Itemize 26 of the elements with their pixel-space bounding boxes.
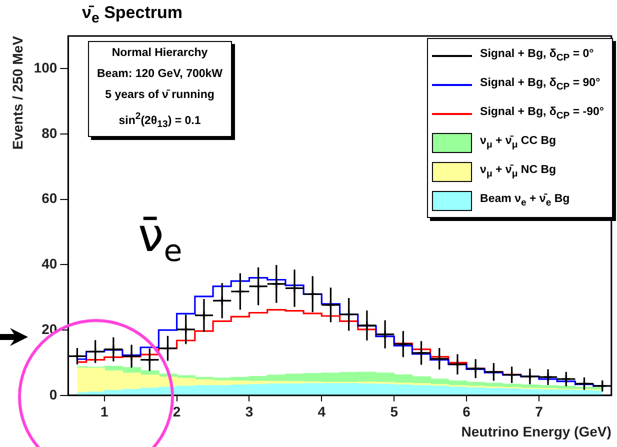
y-tick-label: 0 — [49, 386, 58, 402]
y-tick-label: 100 — [34, 60, 58, 76]
x-tick-label: 2 — [172, 404, 181, 420]
legend-label: Signal + Bg, δ$_{CP}$ = 0° — [480, 48, 594, 64]
legend-label: Signal + Bg, δ$_{CP}$ = 90° — [480, 76, 600, 92]
annotation: sin$^{2}$(2θ$_{13}$) = 0.1 — [118, 111, 201, 130]
x-tick-label: 1 — [100, 404, 108, 420]
legend-label: ν$_{μ}$ + ν̄$_{μ}$ NC Bg — [480, 164, 556, 180]
legend-label: Signal + Bg, δ$_{CP}$ = -90° — [480, 106, 604, 122]
y-tick-label: 80 — [42, 124, 58, 141]
y-tick-label: 60 — [42, 190, 58, 206]
x-tick-label: 7 — [535, 404, 544, 420]
y-axis-title: Events / 250 MeV — [9, 35, 26, 150]
annotation: ν̄$_{e}$ — [138, 208, 182, 270]
y-tick-label: 40 — [42, 256, 58, 272]
annotation: 5 years of ν̄ running — [105, 89, 214, 101]
chart-title: ν̄$_{e}$ Spectrum — [82, 3, 182, 26]
x-axis-title: Neutrino Energy (GeV) — [461, 423, 612, 440]
legend-label: Beam ν$_{e}$ + ν̄$_{e}$ Bg — [480, 192, 570, 208]
x-tick-label: 5 — [390, 404, 398, 420]
x-tick-label: 3 — [245, 404, 254, 420]
x-tick-label: 6 — [462, 404, 471, 420]
x-tick-label: 4 — [318, 404, 326, 420]
legend-label: ν$_{μ}$ + ν̄$_{μ}$ CC Bg — [480, 134, 556, 150]
annotation: Beam: 120 GeV, 700kW — [97, 68, 223, 80]
annotation: Normal Hierarchy — [112, 47, 208, 59]
